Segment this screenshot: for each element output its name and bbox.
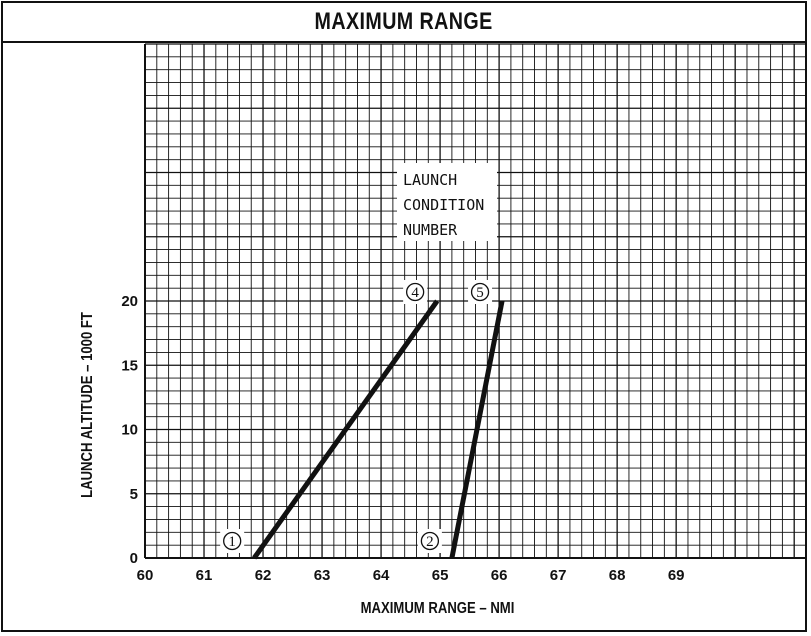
- y-tick-labels: 0 5 10 15 20: [121, 293, 138, 567]
- x-tick-label: 66: [491, 567, 508, 584]
- x-axis-label: MAXIMUM RANGE – NMI: [361, 600, 515, 617]
- series-line-1: [252, 299, 440, 560]
- chart-title: MAXIMUM RANGE: [314, 8, 494, 35]
- x-tick-label: 61: [196, 567, 213, 584]
- marker-circle: [223, 531, 242, 551]
- x-tick-label: 62: [255, 567, 272, 584]
- x-tick-label: 60: [137, 567, 154, 584]
- marker-circle: [470, 282, 490, 302]
- marker-circle: [405, 282, 425, 302]
- marker-label: 5: [476, 285, 484, 301]
- marker-label: 2: [426, 534, 434, 550]
- marker-label: 1: [228, 534, 236, 550]
- marker-label: 4: [411, 285, 419, 301]
- y-tick-label: 20: [121, 293, 138, 310]
- y-tick-label: 15: [121, 357, 138, 374]
- x-tick-label: 69: [668, 567, 685, 584]
- x-tick-label: 63: [314, 567, 331, 584]
- y-tick-label: 10: [121, 422, 138, 439]
- y-tick-label: 5: [130, 486, 138, 503]
- y-axis-label: LAUNCH ALTITUDE – 1000 FT: [79, 312, 96, 498]
- start-marker-1: 1: [220, 529, 245, 553]
- legend-annotation: LAUNCH CONDITION NUMBER: [397, 163, 497, 241]
- condition-markers: 1 4 2 5: [220, 280, 493, 553]
- start-marker-2: 2: [417, 529, 442, 553]
- x-tick-label: 68: [609, 567, 626, 584]
- y-tick-label: 0: [130, 550, 138, 567]
- x-tick-labels: 60 61 62 63 64 65 66 67 68 69: [137, 567, 685, 584]
- legend-line-2: CONDITION: [403, 196, 484, 214]
- x-tick-label: 65: [432, 567, 449, 584]
- legend-line-3: NUMBER: [403, 221, 458, 239]
- title-bar: MAXIMUM RANGE: [3, 3, 805, 43]
- end-marker-5: 5: [468, 280, 493, 304]
- marker-circle: [420, 531, 440, 551]
- series-lines: [252, 299, 505, 560]
- x-tick-label: 64: [373, 567, 390, 584]
- end-marker-4: 4: [403, 280, 428, 304]
- legend-line-1: LAUNCH: [403, 171, 457, 189]
- series-line-2: [449, 300, 505, 559]
- legend-background: [397, 163, 497, 241]
- x-tick-label: 67: [550, 567, 567, 584]
